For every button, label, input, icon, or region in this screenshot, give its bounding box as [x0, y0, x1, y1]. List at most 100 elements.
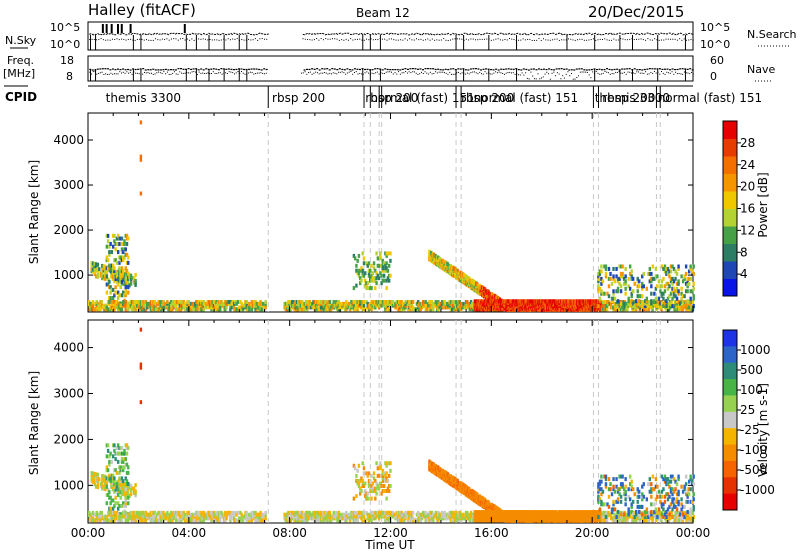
- range-gate-cell: [181, 305, 184, 310]
- range-gate-cell: [345, 307, 348, 312]
- noise-search-dot: [654, 38, 656, 40]
- range-gate-cell: [398, 307, 401, 312]
- range-gate-cell: [381, 261, 385, 266]
- nave-dot: [662, 72, 664, 74]
- noise-search-dot: [622, 38, 624, 40]
- freq-trace: [666, 68, 669, 70]
- nave-dot: [519, 74, 521, 76]
- range-gate-cell: [125, 260, 129, 265]
- range-gate-cell: [650, 276, 653, 281]
- nave-dot: [532, 75, 534, 77]
- nave-dot: [643, 72, 645, 74]
- freq-trace: [416, 68, 419, 70]
- noise-search-dot: [304, 38, 306, 40]
- noise-search-dot: [427, 38, 429, 40]
- cpid-mode-label: rbsp 200: [365, 91, 418, 105]
- nave-dot: [124, 72, 126, 74]
- range-gate-cell: [686, 276, 689, 281]
- range-gate-cell: [312, 305, 315, 310]
- range-gate-cell: [647, 304, 650, 309]
- noise-sky-trace: [355, 32, 358, 35]
- nave-label: Nave: [747, 63, 775, 76]
- range-gate-cell: [113, 468, 116, 473]
- freq-trace: [114, 69, 117, 71]
- noise-search-dot: [248, 38, 250, 40]
- range-gate-cell: [206, 300, 209, 305]
- range-gate-cell: [210, 300, 213, 305]
- range-gate-cell: [600, 301, 604, 306]
- range-gate-cell: [627, 301, 630, 306]
- range-gate-cell: [403, 301, 406, 306]
- range-gate-cell: [324, 300, 328, 305]
- nave-dot: [108, 73, 110, 75]
- range-gate-cell: [144, 300, 148, 305]
- range-gate-cell: [90, 263, 93, 268]
- range-gate-cell: [659, 301, 662, 306]
- range-gate-cell: [109, 268, 112, 273]
- noise-sky-trace: [452, 32, 455, 35]
- nave-dot: [405, 71, 407, 73]
- noise-sky-trace: [241, 33, 245, 36]
- nave-dot: [325, 72, 327, 74]
- freq-trace: [210, 68, 213, 70]
- freq-trace: [641, 69, 644, 71]
- freq-trace: [346, 68, 349, 70]
- noise-sky-trace: [357, 33, 361, 36]
- range-gate-cell: [648, 266, 652, 271]
- nave-dot: [477, 73, 479, 75]
- freq-trace: [338, 68, 341, 70]
- range-gate-cell: [200, 307, 203, 312]
- range-gate-cell: [114, 501, 117, 506]
- range-gate-cell: [125, 493, 128, 498]
- range-gate-cell: [631, 289, 635, 294]
- range-gate-cell: [167, 307, 170, 312]
- freq-trace: [240, 68, 243, 70]
- range-gate-cell: [449, 307, 453, 312]
- range-gate-cell: [424, 300, 427, 305]
- noise-search-dot: [670, 38, 672, 40]
- range-gate-cell: [114, 241, 117, 246]
- noise-search-dot: [574, 39, 576, 41]
- range-gate-cell: [105, 244, 109, 249]
- noise-search-dot: [418, 39, 420, 41]
- range-gate-cell: [105, 233, 109, 238]
- range-gate-cell: [122, 255, 125, 260]
- noise-search-dot: [620, 38, 622, 40]
- range-gate-cell: [111, 295, 115, 300]
- range-gate-cell: [120, 241, 124, 246]
- noise-search-dot: [173, 38, 175, 40]
- nave-dot: [646, 73, 648, 75]
- y-tick-label: 2000: [53, 223, 84, 237]
- freq-trace: [568, 69, 571, 71]
- range-gate-cell: [348, 305, 352, 310]
- range-gate-cell: [415, 301, 419, 306]
- nave-dot: [429, 71, 431, 73]
- nave-dot: [235, 72, 237, 74]
- range-gate-cell: [419, 307, 422, 312]
- noise-sky-trace: [155, 32, 159, 35]
- noise-search-dot: [259, 38, 261, 40]
- freq-trace: [578, 68, 581, 70]
- noise-search-dot: [352, 39, 354, 41]
- range-gate-cell: [427, 301, 430, 306]
- range-gate-cell: [124, 266, 127, 271]
- range-gate-cell: [405, 301, 409, 306]
- range-gate-cell: [316, 300, 319, 305]
- noise-search-dot: [663, 39, 665, 41]
- range-gate-cell: [668, 301, 671, 306]
- range-gate-cell: [122, 483, 125, 488]
- range-gate-cell: [677, 279, 680, 284]
- range-gate-cell: [108, 300, 111, 305]
- range-gate-cell: [127, 301, 130, 306]
- range-gate-cell: [323, 300, 327, 305]
- nave-dot: [565, 73, 567, 75]
- freq-trace: [442, 69, 445, 71]
- range-gate-cell: [113, 489, 116, 494]
- range-gate-cell: [692, 271, 695, 276]
- range-gate-cell: [196, 303, 199, 308]
- range-gate-cell: [671, 264, 674, 269]
- nave-dot: [110, 72, 112, 74]
- range-gate-cell: [377, 276, 381, 281]
- freq-trace: [374, 68, 377, 70]
- nave-dot: [664, 73, 666, 75]
